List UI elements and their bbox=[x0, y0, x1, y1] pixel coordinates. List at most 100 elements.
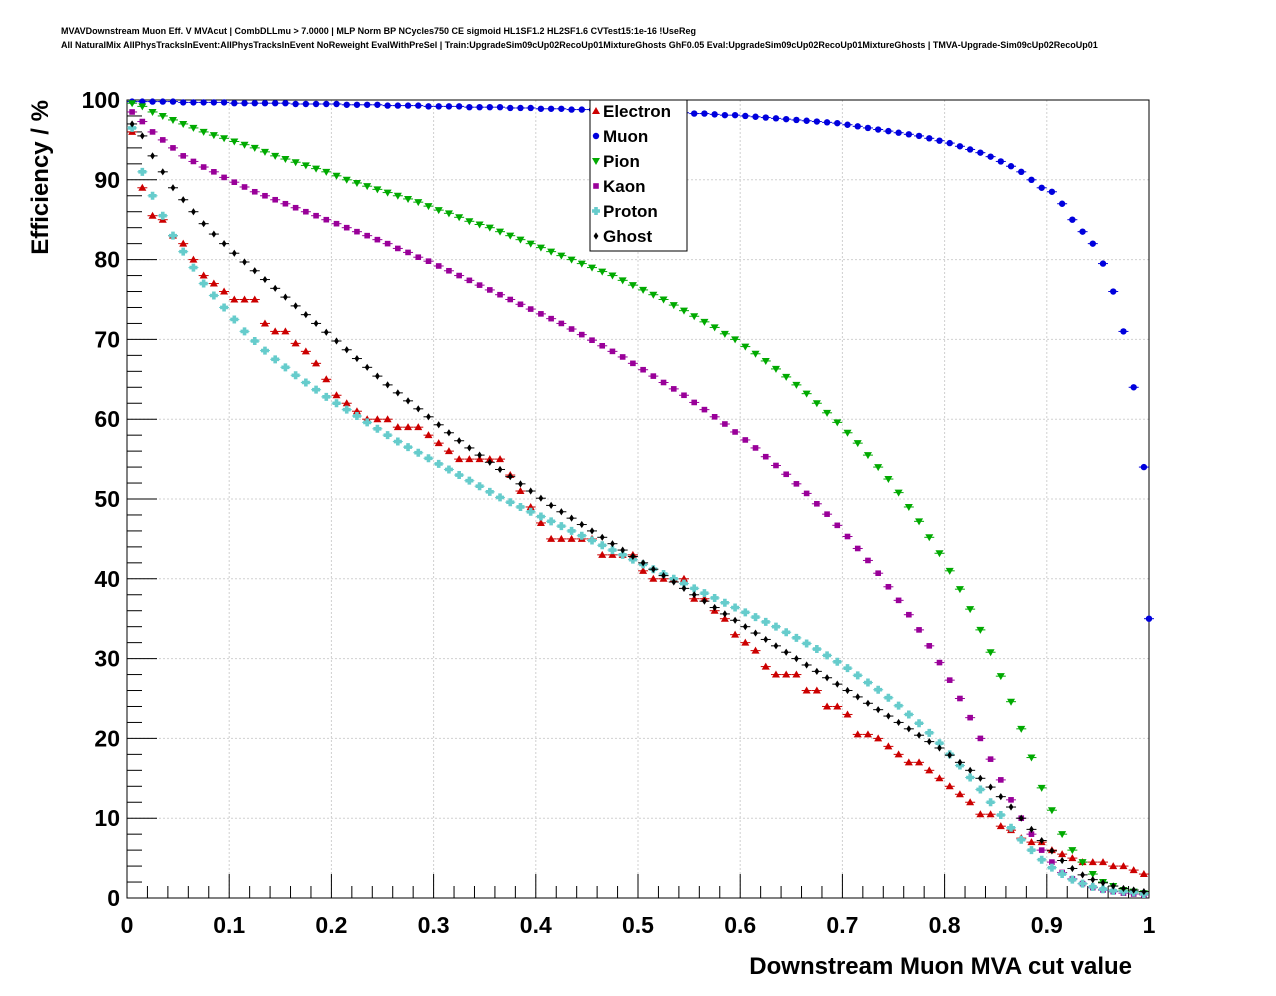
proton-point bbox=[158, 211, 167, 220]
ghost-point bbox=[1110, 882, 1116, 890]
proton-point bbox=[373, 424, 382, 433]
kaon-point bbox=[466, 277, 473, 284]
ghost-point bbox=[334, 337, 339, 345]
legend-label-kaon: Kaon bbox=[603, 177, 646, 196]
muon-point bbox=[210, 99, 218, 106]
pion-point bbox=[598, 268, 607, 276]
series-muon bbox=[127, 98, 1154, 622]
kaon-point bbox=[854, 545, 861, 552]
x-tick-label: 0.1 bbox=[213, 912, 245, 938]
ghost-point bbox=[569, 514, 574, 522]
muon-point bbox=[404, 102, 412, 109]
ghost-point bbox=[753, 629, 758, 637]
electron-point bbox=[884, 742, 893, 750]
proton-point bbox=[996, 811, 1005, 820]
kaon-point bbox=[609, 348, 616, 355]
proton-point bbox=[271, 355, 280, 364]
pion-point bbox=[414, 199, 423, 207]
kaon-point bbox=[732, 429, 738, 435]
electron-point bbox=[1139, 870, 1148, 878]
ghost-point bbox=[712, 603, 718, 612]
ghost-point bbox=[855, 693, 861, 701]
kaon-point bbox=[221, 174, 227, 181]
electron-point bbox=[771, 670, 780, 678]
proton-point bbox=[1058, 870, 1067, 879]
kaon-point bbox=[139, 118, 146, 125]
muon-point bbox=[1038, 184, 1045, 191]
ghost-point bbox=[671, 578, 677, 586]
kaon-point bbox=[793, 481, 800, 487]
pion-point bbox=[393, 192, 402, 200]
kaon-point bbox=[906, 611, 912, 618]
electron-point bbox=[966, 798, 975, 806]
muon-point bbox=[915, 132, 923, 140]
proton-point bbox=[567, 526, 576, 535]
electron-point bbox=[720, 614, 729, 622]
muon-point bbox=[343, 101, 350, 108]
pion-point bbox=[874, 464, 883, 472]
electron-point bbox=[751, 646, 760, 654]
kaon-point bbox=[527, 306, 534, 312]
electron-point bbox=[260, 319, 269, 327]
proton-point bbox=[414, 448, 423, 457]
electron-point bbox=[853, 730, 862, 738]
pion-point bbox=[741, 343, 750, 351]
muon-point bbox=[874, 126, 882, 133]
ghost-point bbox=[988, 783, 993, 791]
kaon-point bbox=[487, 287, 493, 293]
ghost-point bbox=[548, 501, 554, 509]
proton-point bbox=[138, 167, 147, 176]
muon-point bbox=[537, 105, 545, 112]
muon-point bbox=[1145, 615, 1153, 622]
electron-point bbox=[342, 399, 351, 407]
kaon-point bbox=[885, 583, 892, 590]
muon-point bbox=[977, 149, 984, 156]
proton-point bbox=[506, 498, 515, 507]
pion-point bbox=[720, 330, 729, 338]
ghost-point bbox=[221, 240, 227, 248]
muon-point bbox=[231, 99, 238, 107]
electron-point bbox=[915, 758, 924, 766]
pion-point bbox=[158, 112, 167, 120]
legend-marker-electron bbox=[592, 107, 600, 114]
proton-point bbox=[720, 598, 729, 607]
proton-point bbox=[342, 405, 351, 414]
ghost-point bbox=[1029, 825, 1034, 833]
kaon-point bbox=[926, 643, 933, 649]
kaon-point bbox=[834, 522, 841, 529]
proton-point bbox=[1099, 885, 1108, 894]
muon-point bbox=[486, 103, 494, 111]
proton-point bbox=[281, 363, 290, 372]
muon-point bbox=[353, 101, 361, 108]
pion-point bbox=[557, 252, 566, 260]
pion-point bbox=[220, 135, 229, 143]
legend-box bbox=[589, 99, 688, 252]
pion-point bbox=[659, 296, 668, 304]
proton-point bbox=[731, 603, 740, 612]
electron-point bbox=[352, 407, 361, 415]
ghost-point bbox=[558, 508, 564, 516]
ghost-point bbox=[323, 328, 329, 336]
kaon-point bbox=[630, 360, 636, 367]
ghost-point bbox=[824, 674, 830, 682]
ghost-point bbox=[599, 533, 605, 541]
pion-point bbox=[301, 162, 310, 170]
electron-point bbox=[383, 415, 392, 423]
ghost-point bbox=[303, 311, 309, 319]
ghost-point bbox=[436, 421, 442, 429]
chart-title-line2: All NaturalMix AllPhysTracksInEvent:AllP… bbox=[61, 40, 1098, 50]
ghost-point bbox=[426, 413, 431, 421]
proton-point bbox=[363, 418, 372, 427]
series-pion bbox=[127, 100, 1149, 898]
ghost-point bbox=[150, 152, 155, 160]
electron-point bbox=[1058, 850, 1067, 858]
electron-point bbox=[741, 638, 750, 646]
proton-point bbox=[547, 517, 556, 526]
proton-point bbox=[536, 512, 545, 521]
kaon-point bbox=[589, 337, 595, 343]
proton-point bbox=[782, 628, 791, 637]
pion-point bbox=[731, 336, 740, 344]
muon-point bbox=[476, 103, 483, 111]
kaon-point bbox=[701, 406, 708, 413]
legend-label-electron: Electron bbox=[603, 102, 671, 121]
